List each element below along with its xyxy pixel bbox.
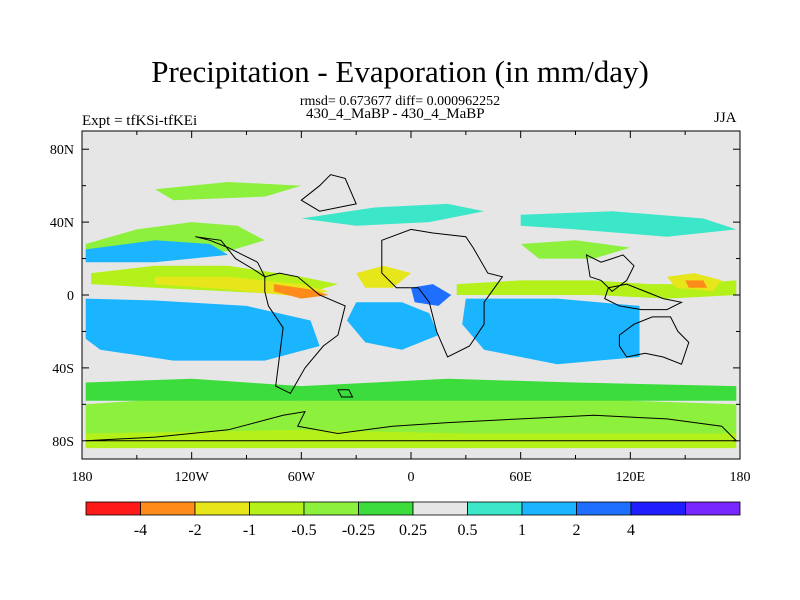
colorbar-label: -4 xyxy=(134,522,147,539)
y-tick-label: 40S xyxy=(52,362,74,377)
coastline-australia xyxy=(618,316,690,365)
x-tick-label: 180 xyxy=(72,470,93,485)
colorbar-label: 2 xyxy=(573,522,581,539)
y-tick-label: 0 xyxy=(67,289,74,304)
coastline-south-georgia xyxy=(337,389,354,398)
colorbar-swatch xyxy=(521,501,577,516)
experiment-label: Expt = tfKSi-tfKEi xyxy=(82,113,198,129)
colorbar-label: -0.25 xyxy=(342,522,375,539)
region-nh-atlantic-track xyxy=(301,203,485,226)
region-west-pacific-wet-peak xyxy=(685,280,708,288)
colorbar-label: -1 xyxy=(243,522,256,539)
region-itcz-peak xyxy=(273,284,329,299)
region-africa-west-wet xyxy=(356,265,411,288)
y-tick-label: 80S xyxy=(52,435,74,450)
colorbar: -4 -2 -1 -0.5 -0.25 0.25 0.5 1 2 4 xyxy=(85,501,741,539)
colorbar-label: -2 xyxy=(188,522,201,539)
region-indian-ocean-itcz xyxy=(456,280,737,299)
axes: 180 120W 60W 0 60E 120E 180 80N 40N 0 40S 80S xyxy=(50,131,751,485)
colorbar-swatch xyxy=(249,501,305,516)
x-tick-label: 120E xyxy=(616,470,646,485)
coastline-south-america xyxy=(264,272,346,395)
x-tick-label: 60W xyxy=(288,470,316,485)
colorbar-swatch xyxy=(685,501,741,516)
region-south-pacific-dry-outer xyxy=(85,298,320,361)
chart-title: Precipitation - Evaporation (in mm/day) xyxy=(151,54,649,89)
coastline-africa xyxy=(381,228,504,358)
region-south-atlantic-dry xyxy=(347,302,439,350)
stats-label: rmsd= 0.673677 diff= 0.000962252 xyxy=(299,94,501,109)
colorbar-swatch xyxy=(630,501,686,516)
season-label: JJA xyxy=(714,110,737,126)
coastline-maritime-continent xyxy=(604,283,684,311)
region-north-indian-monsoon xyxy=(520,240,631,259)
y-tick-label: 80N xyxy=(50,143,74,158)
colorbar-swatch xyxy=(467,501,523,516)
coastline-central-america xyxy=(195,236,267,279)
period-label: 430_4_MaBP - 430_4_MaBP xyxy=(306,106,485,122)
region-indian-ocean-dry-outer xyxy=(462,298,640,365)
colorbar-swatch xyxy=(85,501,141,516)
colorbar-swatch xyxy=(140,501,196,516)
x-tick-label: 0 xyxy=(408,470,415,485)
colorbar-swatch xyxy=(303,501,359,516)
colorbar-swatch xyxy=(412,501,468,516)
colorbar-label: 4 xyxy=(627,522,635,539)
colorbar-label: 0.25 xyxy=(399,522,427,539)
x-tick-label: 180 xyxy=(730,470,751,485)
region-southern-ocean-wet xyxy=(85,393,737,434)
region-antarctic-coast xyxy=(85,429,737,449)
coastline-antarctica xyxy=(85,410,738,442)
region-north-pacific-wet xyxy=(85,240,229,263)
region-gulf-guinea-dry xyxy=(411,284,452,306)
colorbar-label: 1 xyxy=(518,522,526,539)
colorbar-swatch xyxy=(194,501,250,516)
x-tick-label: 120W xyxy=(175,470,210,485)
colorbar-label: -0.5 xyxy=(291,522,316,539)
x-tick-label: 60E xyxy=(509,470,532,485)
plot-area xyxy=(81,130,741,460)
coastline-southeast-asia xyxy=(585,254,635,293)
colorbar-swatch xyxy=(576,501,632,516)
region-antarctic-coast-outer xyxy=(85,378,737,401)
coastline-greenland xyxy=(300,174,357,212)
colorbar-label: 0.5 xyxy=(458,522,478,539)
region-nh-high-latitude xyxy=(155,182,302,201)
region-eurasia-wet xyxy=(520,211,737,237)
y-tick-label: 40N xyxy=(50,216,74,231)
colorbar-swatch xyxy=(358,501,414,516)
